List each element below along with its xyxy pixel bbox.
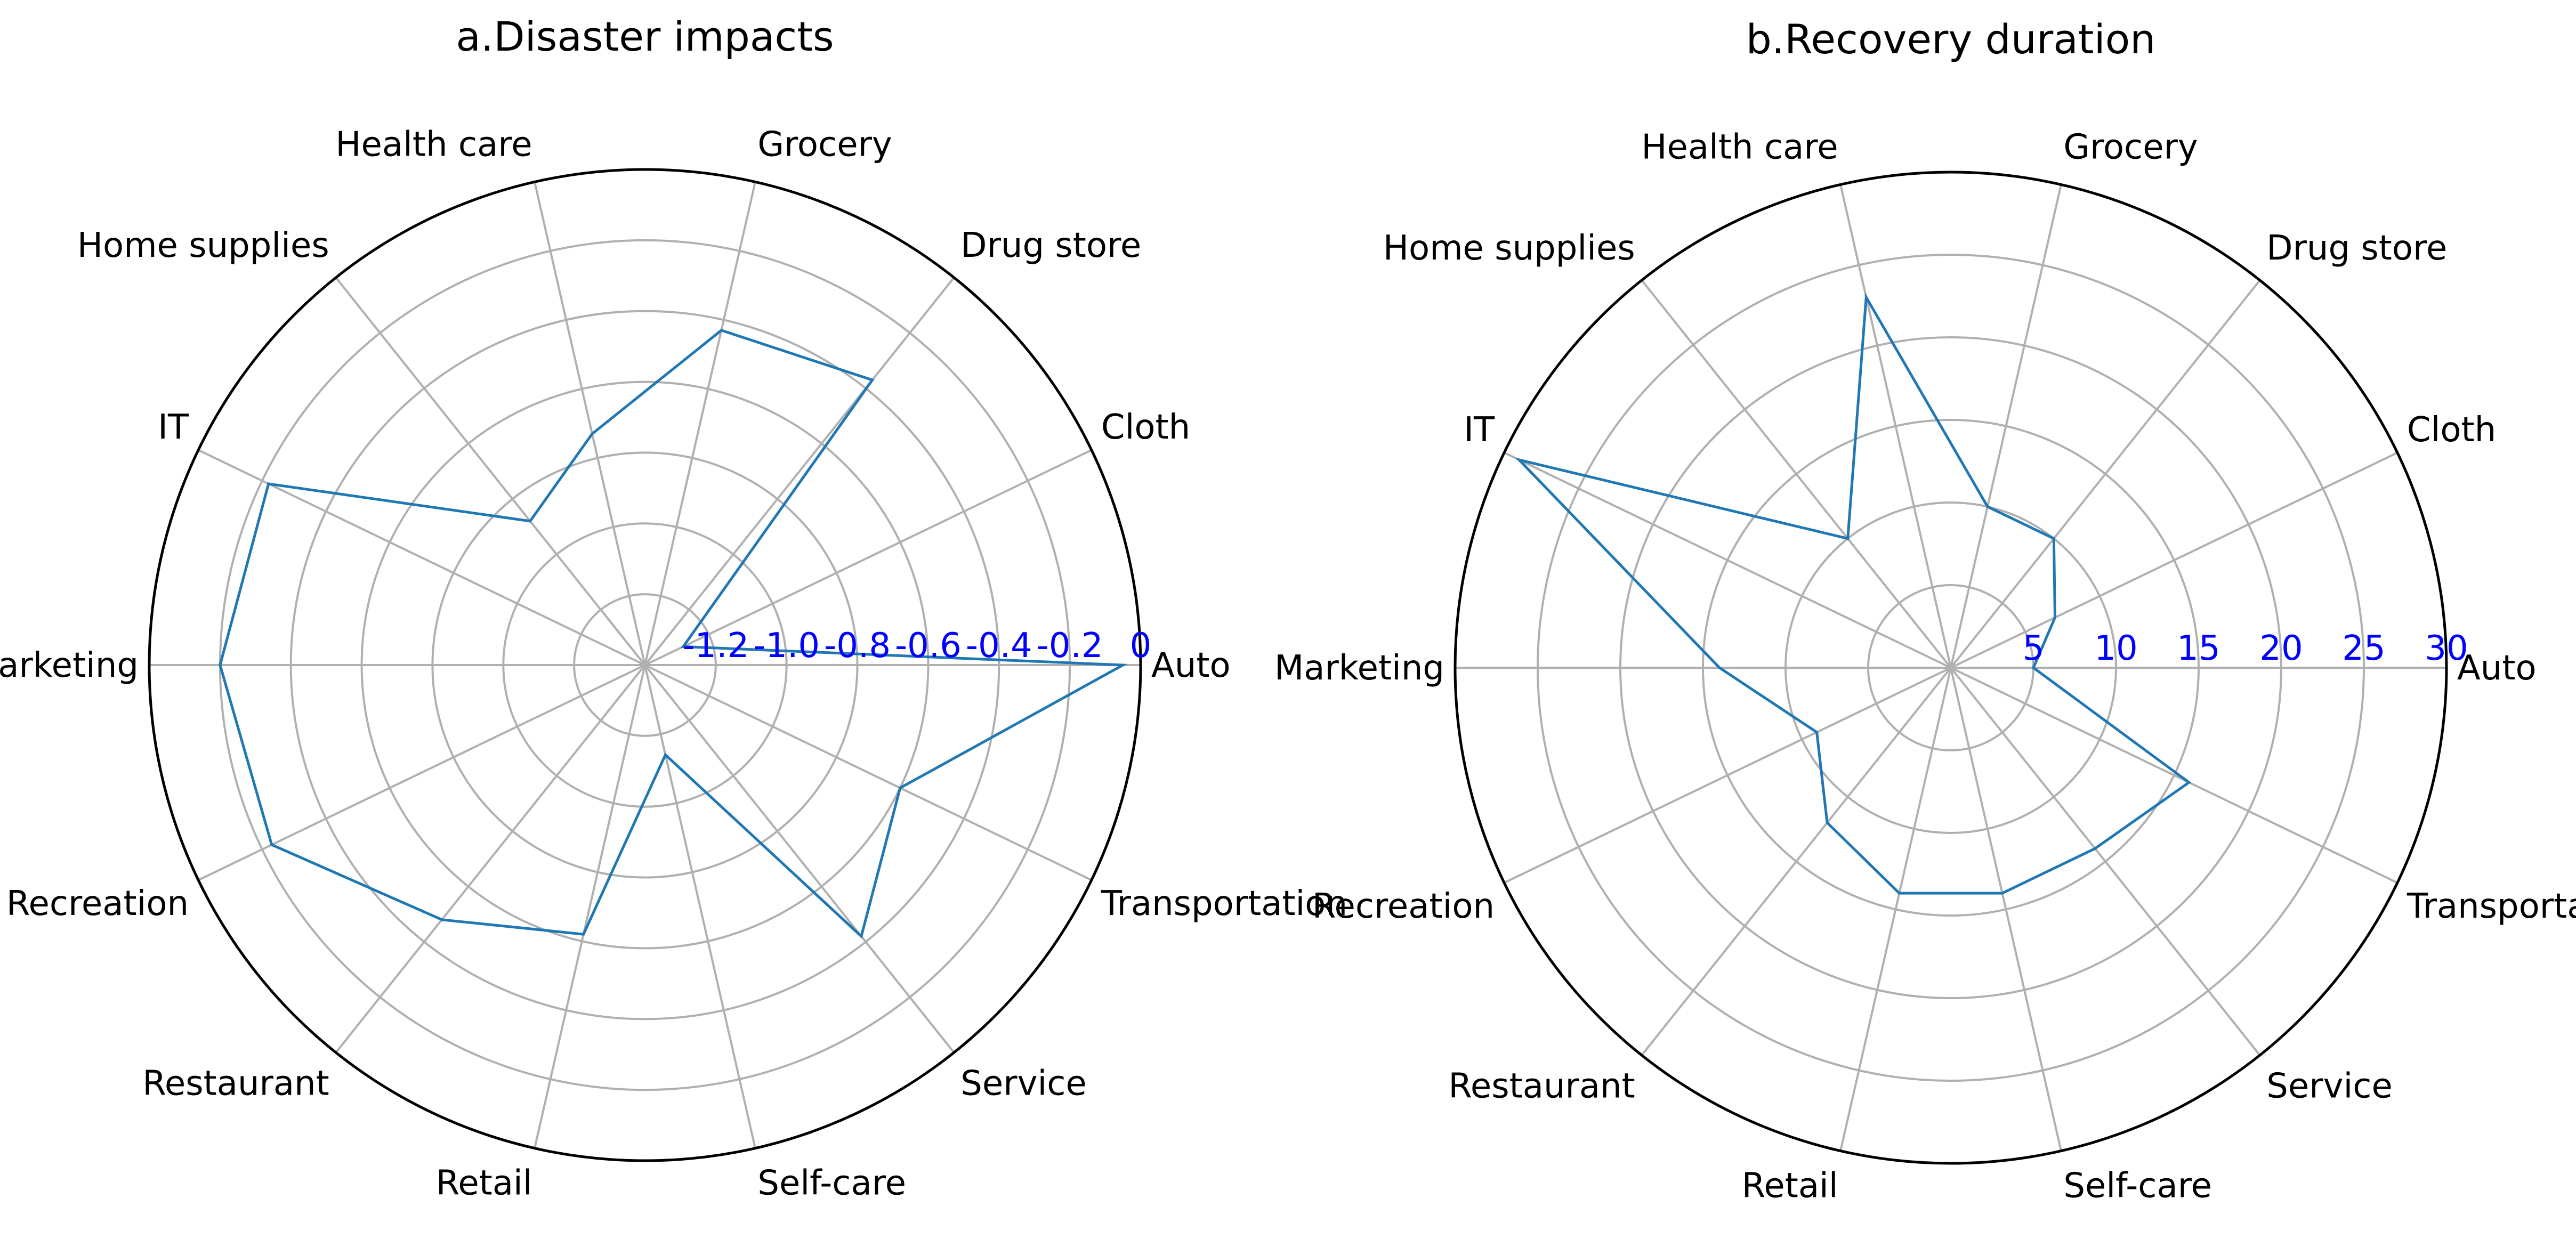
spoke-retail bbox=[534, 665, 646, 1149]
category-label-home-supplies: Home supplies bbox=[77, 226, 329, 265]
tick-label-3: 20 bbox=[2259, 629, 2303, 668]
spoke-recreation bbox=[198, 664, 645, 881]
spoke-health-care bbox=[1839, 184, 1952, 668]
grid bbox=[1455, 184, 2446, 1152]
category-label-recreation: Recreation bbox=[1312, 887, 1495, 926]
tick-label-2: 15 bbox=[2177, 629, 2220, 668]
category-label-cloth: Cloth bbox=[2407, 410, 2496, 450]
spoke-drug-store bbox=[1950, 279, 2261, 669]
category-label-health-care: Health care bbox=[335, 125, 532, 165]
category-label-transportation: Transportation bbox=[1101, 884, 1347, 924]
category-label-self-care: Self-care bbox=[2063, 1167, 2212, 1206]
category-label-marketing: Marketing bbox=[1274, 649, 1444, 688]
tick-label-0: -1.2 bbox=[682, 626, 749, 666]
category-label-retail: Retail bbox=[1742, 1167, 1838, 1206]
tick-label-4: 25 bbox=[2342, 629, 2385, 668]
category-label-service: Service bbox=[2266, 1066, 2393, 1106]
tick-label-3: -0.6 bbox=[895, 626, 962, 666]
category-label-restaurant: Restaurant bbox=[142, 1064, 329, 1103]
spoke-cloth bbox=[644, 449, 1092, 666]
series-line-0 bbox=[1515, 293, 2192, 895]
category-label-cloth: Cloth bbox=[1101, 408, 1190, 447]
tick-label-1: -1.0 bbox=[753, 626, 820, 666]
spoke-retail bbox=[1839, 667, 1952, 1152]
spoke-restaurant bbox=[335, 664, 646, 1054]
chart-title-disaster-impacts: a.Disaster impacts bbox=[456, 13, 834, 60]
spoke-it bbox=[1504, 451, 1951, 669]
tick-label-2: -0.8 bbox=[824, 626, 891, 666]
spoke-recreation bbox=[1504, 667, 1951, 884]
category-label-transportation: Transportation bbox=[2407, 887, 2576, 926]
category-label-restaurant: Restaurant bbox=[1448, 1066, 1635, 1106]
spoke-self-care bbox=[644, 665, 756, 1149]
category-label-it: IT bbox=[1464, 410, 1495, 450]
outer-ring bbox=[148, 168, 1142, 1162]
category-label-home-supplies: Home supplies bbox=[1383, 229, 1635, 268]
category-label-drug-store: Drug store bbox=[2266, 229, 2447, 268]
spoke-transportation bbox=[1950, 667, 2398, 884]
outer-ring bbox=[1453, 171, 2448, 1165]
chart-title-recovery-duration: b.Recovery duration bbox=[1746, 15, 2156, 63]
spoke-service bbox=[644, 664, 955, 1054]
tick-label-5: -0.2 bbox=[1037, 626, 1103, 666]
category-label-drug-store: Drug store bbox=[960, 226, 1141, 265]
spoke-home-supplies bbox=[1641, 279, 1952, 669]
tick-label-6: 0 bbox=[1130, 626, 1152, 666]
spoke-drug-store bbox=[644, 277, 955, 666]
category-label-health-care: Health care bbox=[1641, 128, 1838, 167]
spoke-cloth bbox=[1950, 451, 2398, 669]
spoke-transportation bbox=[644, 664, 1092, 881]
spoke-self-care bbox=[1950, 667, 2062, 1152]
spoke-grocery bbox=[644, 181, 756, 666]
category-label-self-care: Self-care bbox=[757, 1164, 906, 1203]
tick-label-1: 10 bbox=[2094, 629, 2137, 668]
tick-label-0: 5 bbox=[2023, 629, 2045, 668]
category-label-it: IT bbox=[158, 408, 189, 447]
category-label-auto: Auto bbox=[1151, 646, 1231, 685]
spoke-health-care bbox=[534, 181, 646, 666]
spoke-service bbox=[1950, 667, 2261, 1056]
tick-label-5: 30 bbox=[2425, 629, 2468, 668]
spoke-home-supplies bbox=[335, 277, 646, 666]
spoke-it bbox=[198, 449, 645, 666]
category-label-grocery: Grocery bbox=[757, 125, 892, 165]
category-label-retail: Retail bbox=[436, 1164, 532, 1203]
series-line-0 bbox=[219, 329, 1128, 939]
tick-label-4: -0.4 bbox=[966, 626, 1032, 666]
category-label-marketing: Marketing bbox=[0, 646, 139, 685]
panel-disaster-impacts: a.Disaster impacts -1.2 -1.0 -0.8 -0.6 -0.4-… bbox=[0, 13, 1347, 1203]
grid bbox=[149, 181, 1141, 1149]
category-label-grocery: Grocery bbox=[2063, 128, 2198, 167]
spoke-restaurant bbox=[1641, 667, 1952, 1056]
spoke-grocery bbox=[1950, 184, 2062, 668]
category-label-service: Service bbox=[960, 1064, 1087, 1103]
category-label-auto: Auto bbox=[2457, 649, 2537, 688]
category-label-recreation: Recreation bbox=[6, 884, 189, 924]
